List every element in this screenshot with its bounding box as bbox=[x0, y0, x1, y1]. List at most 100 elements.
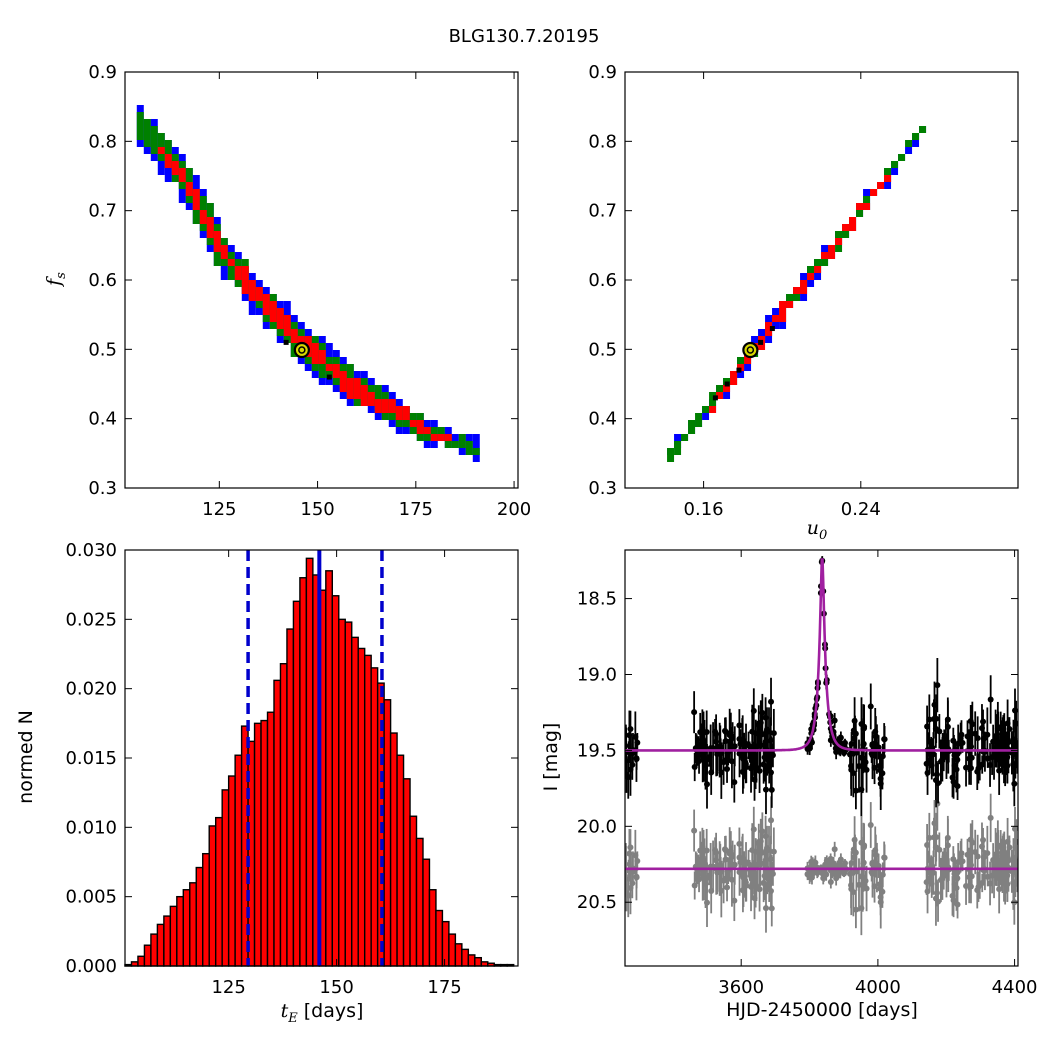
y-tick-label: 0.015 bbox=[65, 748, 117, 769]
density-cell bbox=[164, 154, 172, 168]
data-point bbox=[626, 732, 633, 739]
residual-point bbox=[717, 861, 724, 868]
histogram-bar bbox=[480, 961, 489, 967]
y-tick-label: 0.4 bbox=[588, 409, 617, 430]
residual-point bbox=[700, 848, 707, 855]
histogram-bar bbox=[169, 905, 178, 967]
density-cell bbox=[821, 252, 829, 259]
residual-point bbox=[930, 834, 937, 841]
histogram-bar bbox=[331, 595, 340, 967]
data-point bbox=[989, 754, 996, 761]
residual-point bbox=[739, 855, 746, 862]
x-tick-label: 125 bbox=[211, 977, 245, 998]
data-point bbox=[736, 722, 743, 729]
y-tick-label: 0.5 bbox=[88, 339, 117, 360]
confidence-region bbox=[667, 126, 927, 462]
density-cell bbox=[423, 427, 431, 434]
y-tick-label: 0.005 bbox=[65, 887, 117, 908]
y-tick-label: 0.030 bbox=[65, 540, 117, 561]
y-tick-label: 0.9 bbox=[588, 62, 617, 83]
density-cell bbox=[765, 322, 773, 336]
density-cell bbox=[800, 280, 808, 294]
density-cell bbox=[458, 434, 466, 448]
histogram-bar bbox=[422, 858, 431, 967]
residual-point bbox=[841, 860, 848, 867]
histogram-bar bbox=[286, 628, 295, 967]
residual-point bbox=[841, 870, 848, 877]
density-cell bbox=[919, 126, 927, 133]
density-cell bbox=[709, 392, 717, 406]
y-tick-label: 0.000 bbox=[65, 956, 117, 977]
y-tick-label: 0.4 bbox=[88, 409, 117, 430]
density-cell bbox=[353, 378, 361, 399]
residual-point bbox=[704, 899, 711, 906]
data-point bbox=[987, 696, 994, 703]
data-point bbox=[942, 736, 949, 743]
density-cell bbox=[863, 203, 871, 210]
density-cell bbox=[849, 217, 857, 231]
residual-point bbox=[713, 849, 720, 856]
density-cell bbox=[877, 182, 885, 189]
density-cell bbox=[779, 301, 787, 322]
density-cell bbox=[737, 364, 745, 371]
data-point bbox=[750, 761, 757, 768]
ylabel-imag: I [mag] bbox=[540, 723, 562, 792]
histogram-bar bbox=[150, 933, 159, 967]
residual-point bbox=[933, 889, 940, 896]
histogram-bar bbox=[221, 789, 230, 967]
density-cell bbox=[709, 406, 717, 413]
model-curve bbox=[625, 558, 1018, 752]
data-point bbox=[935, 780, 942, 787]
density-cell bbox=[730, 371, 738, 385]
data-point bbox=[625, 771, 630, 778]
histogram-bar bbox=[351, 636, 359, 967]
data-point bbox=[875, 744, 882, 751]
panel-lightcurve: 3600 4000 4400 18.5 19.0 19.5 20.0 20.5 bbox=[577, 549, 1037, 998]
histogram-bar bbox=[325, 570, 333, 967]
histogram-bar bbox=[137, 955, 146, 967]
residual-point bbox=[837, 856, 844, 863]
residual-point bbox=[969, 839, 976, 846]
histogram-bar bbox=[266, 711, 275, 967]
residual-point bbox=[993, 850, 1000, 857]
density-cell bbox=[227, 259, 235, 266]
density-cell bbox=[234, 266, 242, 280]
axes-frame bbox=[124, 71, 519, 489]
data-point bbox=[852, 787, 859, 794]
histogram-bar bbox=[461, 948, 470, 967]
density-cell bbox=[311, 343, 319, 364]
density-cell bbox=[667, 448, 675, 462]
density-cell bbox=[793, 287, 801, 294]
residual-point bbox=[736, 869, 743, 876]
x-tick-label: 150 bbox=[300, 499, 334, 520]
residual-point bbox=[975, 883, 982, 890]
data-point bbox=[739, 736, 746, 743]
residual-point bbox=[770, 848, 777, 855]
axes-frame bbox=[624, 71, 1019, 489]
y-tick-label: 0.6 bbox=[588, 270, 617, 291]
data-point bbox=[758, 731, 765, 738]
residual-point bbox=[767, 855, 774, 862]
data-point bbox=[713, 731, 720, 738]
best-fit-marker bbox=[293, 341, 310, 359]
x-tick-label: 4000 bbox=[855, 977, 901, 998]
confidence-region bbox=[136, 105, 480, 462]
density-cell bbox=[374, 399, 382, 413]
histogram-bar bbox=[292, 600, 301, 967]
density-cell bbox=[339, 371, 347, 392]
density-cell bbox=[213, 231, 221, 252]
histogram-bar bbox=[435, 909, 444, 967]
residual-point bbox=[877, 899, 884, 906]
data-point bbox=[980, 718, 987, 725]
data-point bbox=[867, 703, 874, 710]
data-point bbox=[759, 709, 766, 716]
density-cell bbox=[332, 364, 340, 378]
data-point bbox=[699, 753, 706, 760]
histogram-bar bbox=[409, 815, 418, 967]
data-point bbox=[770, 730, 777, 737]
data-point bbox=[718, 769, 725, 776]
density-cell bbox=[290, 329, 298, 343]
data-point bbox=[881, 736, 888, 743]
density-cell bbox=[185, 182, 193, 196]
